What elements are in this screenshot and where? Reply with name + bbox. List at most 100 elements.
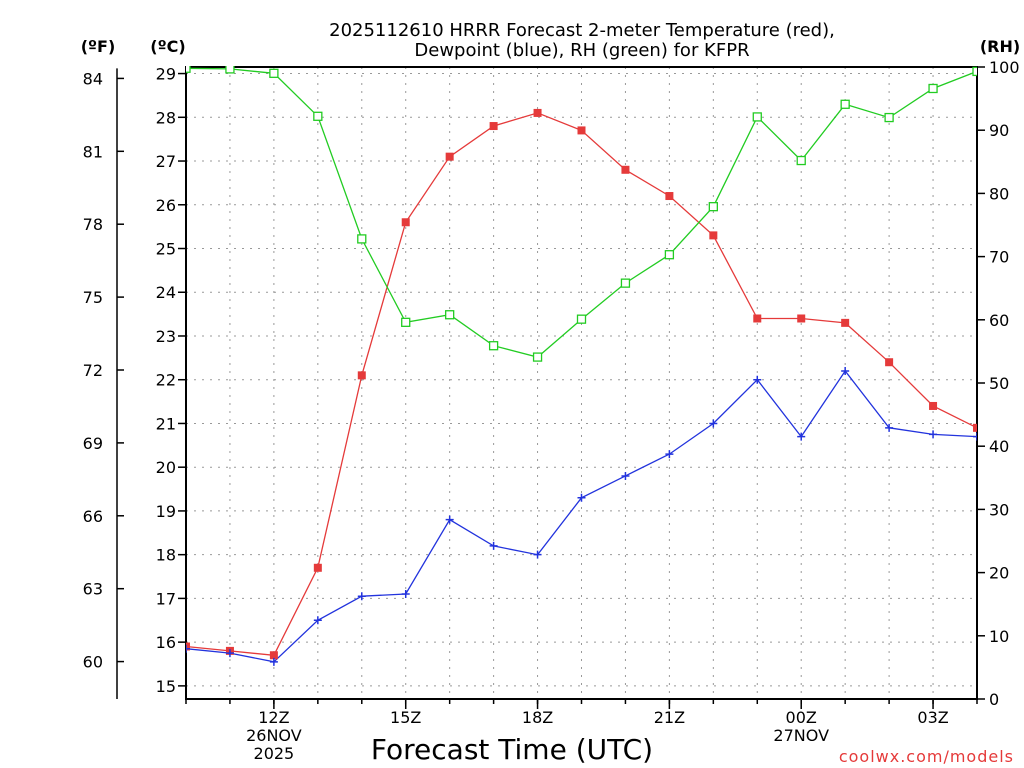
dewpoint-point — [973, 432, 977, 441]
x-tick-label: 12Z — [258, 708, 289, 727]
data-series — [186, 66, 977, 666]
rh-point — [972, 66, 977, 77]
celsius-tick-label: 28 — [156, 108, 176, 127]
rh-point — [488, 341, 499, 351]
rh-point — [840, 99, 850, 109]
dewpoint-point — [841, 366, 850, 375]
temperature-point — [973, 423, 977, 432]
fahrenheit-tick-label: 69 — [83, 434, 103, 453]
temperature-point — [186, 642, 190, 651]
x-tick-label: 26NOV — [246, 726, 302, 745]
celsius-tick-label: 21 — [156, 414, 176, 433]
fahrenheit-tick-label: 72 — [83, 361, 103, 380]
x-tick-label: 18Z — [522, 708, 553, 727]
dewpoint-point — [929, 430, 938, 439]
temperature-point — [489, 122, 498, 131]
dewpoint-point — [753, 375, 762, 384]
temperature-point — [269, 651, 278, 660]
rh-tick-label: 30 — [989, 500, 1009, 519]
temperature-point — [313, 563, 322, 572]
temperature-point — [621, 165, 630, 174]
rh-tick-label: 90 — [989, 121, 1009, 140]
rh-point — [532, 352, 543, 362]
temperature-point — [577, 126, 586, 135]
dewpoint-point — [577, 493, 586, 502]
celsius-tick-label: 18 — [156, 546, 176, 565]
dewpoint-point — [269, 657, 278, 666]
rh-point — [884, 112, 894, 123]
dewpoint-point — [797, 432, 806, 441]
x-tick-label: 2025 — [254, 744, 295, 763]
rh-point — [401, 317, 411, 327]
fahrenheit-tick-label: 63 — [83, 580, 103, 599]
rh-tick-label: 40 — [989, 437, 1009, 456]
temperature-point — [841, 318, 850, 327]
dewpoint-point — [709, 419, 718, 428]
rh-point — [708, 202, 718, 212]
temperature-point — [753, 314, 762, 323]
celsius-tick-label: 16 — [156, 633, 176, 652]
temperature-point — [885, 358, 894, 367]
dewpoint-point — [357, 592, 366, 601]
dewpoint-point — [489, 541, 498, 550]
rh-point — [269, 68, 279, 78]
dewpoint-point — [313, 616, 322, 625]
celsius-tick-label: 27 — [156, 152, 176, 171]
celsius-tick-label: 15 — [156, 677, 176, 696]
rh-point — [796, 155, 806, 166]
rh-tick-label: 10 — [989, 627, 1009, 646]
rh-point — [576, 314, 587, 324]
temperature-point — [357, 371, 366, 380]
temperature-point — [401, 218, 410, 227]
celsius-tick-label: 17 — [156, 589, 176, 608]
celsius-tick-label: 23 — [156, 327, 176, 346]
x-tick-label: 21Z — [654, 708, 685, 727]
rh-tick-label: 0 — [989, 690, 999, 709]
rh-tick-label: 50 — [989, 374, 1009, 393]
rh-point — [313, 111, 323, 121]
rh-point — [445, 310, 455, 320]
rh-point — [225, 66, 235, 74]
rh-tick-label: 60 — [989, 311, 1009, 330]
dewpoint-point — [225, 649, 234, 658]
rh-point — [752, 112, 762, 122]
rh-point — [928, 83, 938, 94]
fahrenheit-tick-label: 75 — [83, 288, 103, 307]
rh-point — [664, 250, 675, 260]
celsius-tick-label: 20 — [156, 458, 176, 477]
celsius-tick-label: 19 — [156, 502, 176, 521]
fahrenheit-tick-label: 84 — [83, 69, 103, 88]
temperature-point — [929, 401, 938, 410]
celsius-tick-label: 25 — [156, 240, 176, 259]
temperature-point — [709, 231, 718, 240]
celsius-tick-label: 24 — [156, 283, 176, 302]
rh-tick-label: 20 — [989, 564, 1009, 583]
chart-title-line2: Dewpoint (blue), RH (green) for KFPR — [414, 40, 749, 61]
dewpoint-point — [401, 590, 410, 599]
fahrenheit-tick-label: 60 — [83, 653, 103, 672]
dewpoint-point — [533, 550, 542, 559]
fahrenheit-unit-label: (ºF) — [81, 37, 116, 56]
dewpoint-point — [665, 450, 674, 459]
fahrenheit-tick-label: 66 — [83, 507, 103, 526]
dewpoint-point — [186, 644, 190, 653]
dewpoint-point — [885, 423, 894, 432]
dewpoint-point — [445, 515, 454, 524]
chart-title-line1: 2025112610 HRRR Forecast 2-meter Tempera… — [329, 20, 835, 41]
rh-tick-label: 70 — [989, 248, 1009, 267]
grid-lines — [186, 67, 977, 699]
x-axis-label: Forecast Time (UTC) — [371, 733, 653, 766]
rh-tick-label: 80 — [989, 184, 1009, 203]
temperature-line — [186, 112, 977, 656]
celsius-tick-label: 22 — [156, 371, 176, 390]
temperature-point — [445, 152, 454, 161]
temperature-point — [797, 314, 806, 323]
x-tick-label: 15Z — [390, 708, 421, 727]
rh-point — [357, 234, 367, 244]
x-tick-label: 27NOV — [773, 726, 829, 745]
celsius-tick-label: 26 — [156, 196, 176, 215]
x-tick-label: 00Z — [786, 708, 817, 727]
x-tick-label: 03Z — [917, 708, 948, 727]
rh-point — [620, 278, 631, 288]
